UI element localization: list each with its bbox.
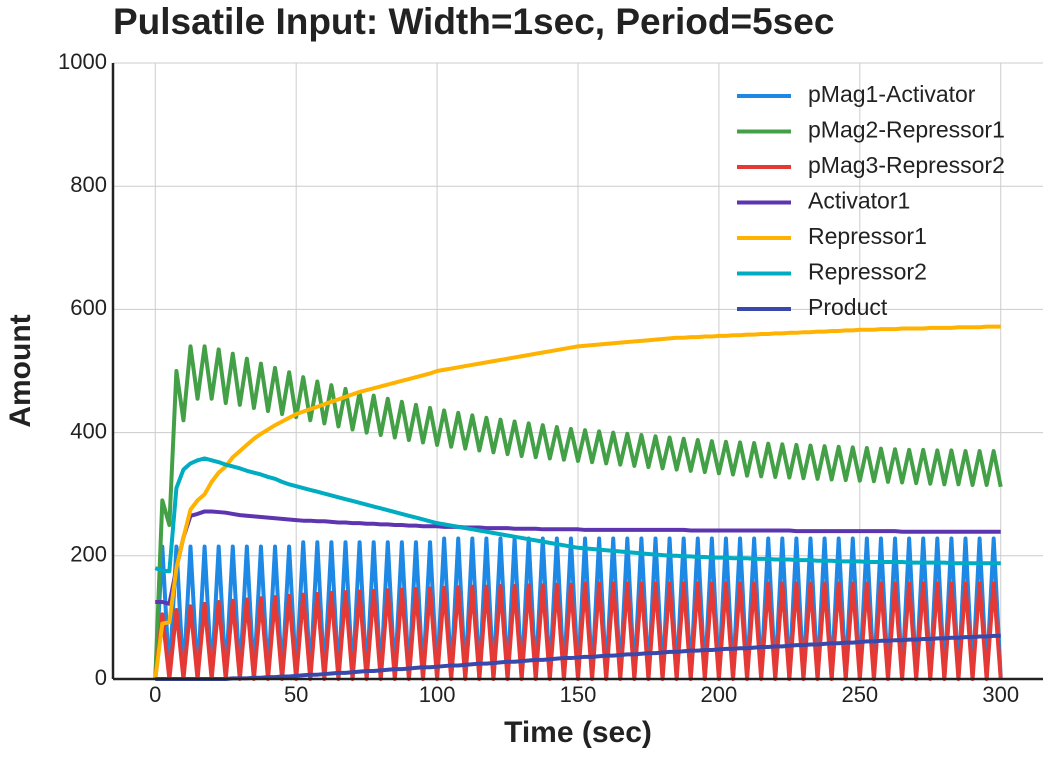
legend-label: pMag3-Repressor2 bbox=[808, 152, 1005, 178]
legend-label: pMag2-Repressor1 bbox=[808, 117, 1005, 143]
series-line bbox=[153, 324, 1001, 680]
x-tick-label: 300 bbox=[982, 682, 1019, 707]
y-tick-label: 200 bbox=[70, 542, 107, 567]
legend-label: Repressor1 bbox=[808, 223, 927, 249]
x-tick-label: 200 bbox=[701, 682, 738, 707]
y-tick-label: 600 bbox=[70, 295, 107, 320]
legend-label: Product bbox=[808, 294, 888, 320]
x-tick-label: 0 bbox=[149, 682, 161, 707]
series-line bbox=[155, 633, 1001, 681]
legend-label: pMag1-Activator bbox=[808, 81, 976, 107]
x-axis-label: Time (sec) bbox=[504, 716, 652, 749]
x-tick-label: 250 bbox=[841, 682, 878, 707]
y-tick-label: 800 bbox=[70, 172, 107, 197]
x-tick-label: 50 bbox=[284, 682, 308, 707]
x-tick-label: 150 bbox=[560, 682, 597, 707]
series-line bbox=[154, 456, 1001, 574]
series-line bbox=[155, 509, 1001, 606]
legend-label: Repressor2 bbox=[808, 259, 927, 285]
legend-label: Activator1 bbox=[808, 188, 910, 214]
legend: pMag1-Activator pMag2-Repressor1 pMag3-Rep… bbox=[737, 81, 1005, 320]
grid bbox=[113, 62, 1043, 680]
y-tick-label: 400 bbox=[70, 418, 107, 443]
x-tick-label: 100 bbox=[419, 682, 456, 707]
y-tick-label: 1000 bbox=[58, 49, 107, 74]
y-tick-label: 0 bbox=[95, 665, 107, 690]
y-axis-label: Amount bbox=[4, 314, 37, 427]
chart-title: Pulsatile Input: Width=1sec, Period=5sec bbox=[113, 1, 834, 42]
series-line bbox=[153, 344, 1003, 680]
